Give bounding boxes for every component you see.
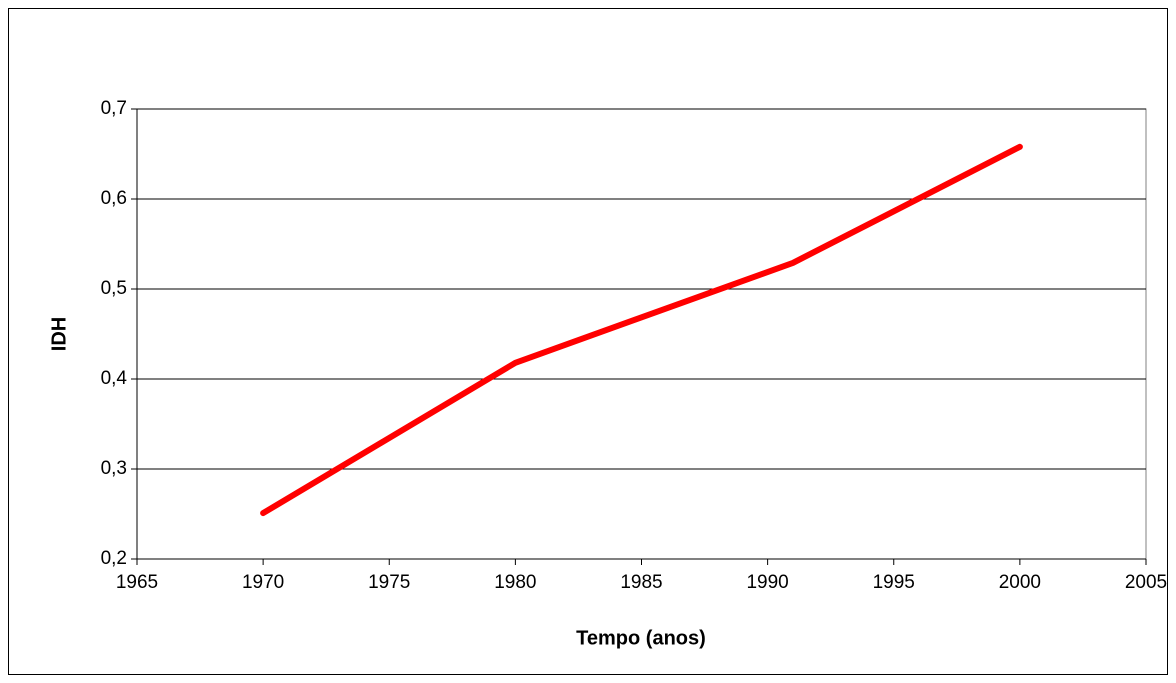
- data-line: [260, 143, 1023, 517]
- x-tick-label: 2005: [1125, 572, 1167, 593]
- x-axis-label: Tempo (anos): [576, 627, 706, 649]
- x-tick-label: 1990: [746, 572, 788, 593]
- x-tick-label: 1975: [368, 572, 410, 593]
- x-tick-label: 1965: [116, 572, 158, 593]
- y-tick-label: 0,5: [101, 278, 127, 299]
- y-tick-label: 0,3: [101, 458, 127, 479]
- x-tick-label: 1985: [620, 572, 662, 593]
- y-tick-label: 0,4: [101, 368, 128, 389]
- y-axis-label: IDH: [48, 317, 70, 351]
- x-tick-label: 1995: [873, 572, 915, 593]
- y-tick-label: 0,2: [101, 548, 127, 569]
- x-tick-label: 1970: [242, 572, 284, 593]
- y-tick-label: 0,7: [101, 98, 127, 119]
- x-tick-label: 2000: [999, 572, 1041, 593]
- plot-area: [136, 108, 1147, 560]
- y-tick-label: 0,6: [101, 188, 127, 209]
- x-tick-label: 1980: [494, 572, 536, 593]
